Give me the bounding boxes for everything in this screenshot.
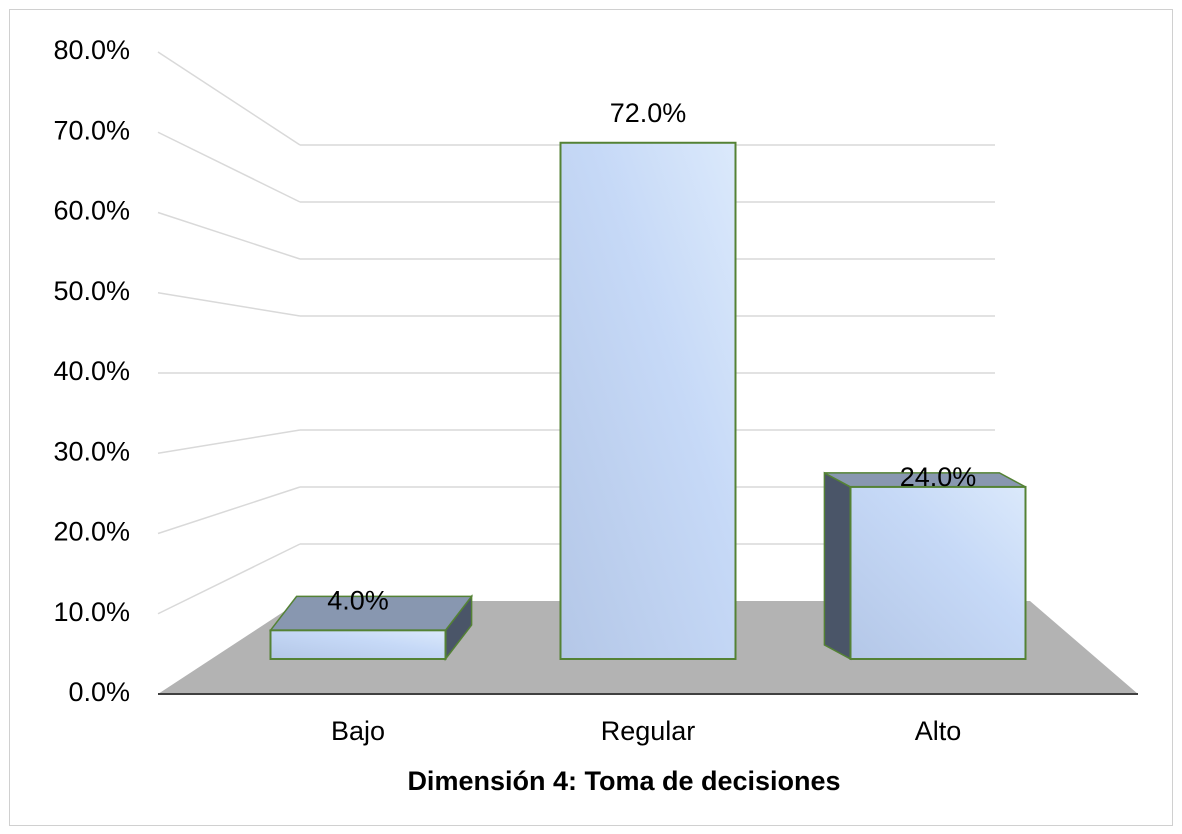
x-tick-label: Regular <box>601 716 696 746</box>
y-tick-label: 10.0% <box>53 597 130 627</box>
x-tick-label: Bajo <box>331 716 385 746</box>
grid-line <box>157 211 301 260</box>
data-label: 24.0% <box>900 462 977 492</box>
bar <box>559 141 737 660</box>
data-label: 72.0% <box>610 98 687 128</box>
bar <box>269 629 447 661</box>
data-label: 4.0% <box>327 585 389 615</box>
bars <box>268 141 1027 662</box>
grid-line <box>157 51 301 146</box>
x-tick-label: Alto <box>915 716 962 746</box>
y-tick-label: 40.0% <box>53 356 130 386</box>
bar <box>849 485 1027 661</box>
x-axis-title: Dimensión 4: Toma de decisiones <box>407 766 840 796</box>
grid-line <box>157 131 301 203</box>
grid-line <box>157 486 301 535</box>
bar-side <box>823 471 852 661</box>
y-tick-label: 70.0% <box>53 115 130 145</box>
y-tick-label: 50.0% <box>53 276 130 306</box>
y-tick-label: 60.0% <box>53 196 130 226</box>
y-tick-label: 20.0% <box>53 517 130 547</box>
y-tick-label: 30.0% <box>53 436 130 466</box>
grid-line <box>157 429 301 454</box>
grid-line <box>157 292 301 317</box>
grid-line <box>157 543 301 615</box>
y-tick-label: 0.0% <box>68 677 130 707</box>
y-tick-label: 80.0% <box>53 35 130 65</box>
